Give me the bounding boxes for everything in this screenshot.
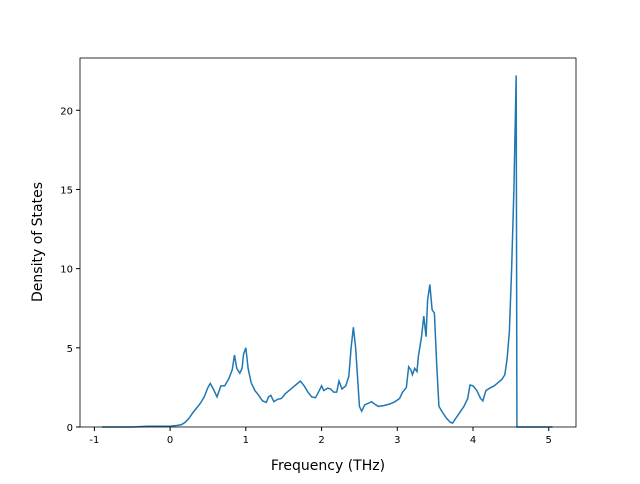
x-tick-label: 1 [243,435,249,446]
data-line [101,75,553,428]
x-tick-label: -1 [89,435,99,446]
y-tick-label: 15 [60,185,73,196]
y-axis-label: Density of States [30,182,46,302]
y-tick-label: 10 [60,265,73,276]
y-tick-label: 0 [67,423,73,434]
x-tick-label: 2 [318,435,324,446]
y-tick-label: 20 [60,106,73,117]
x-tick-label: 0 [167,435,173,446]
x-tick-label: 4 [470,435,476,446]
plot-frame [79,57,577,428]
x-axis-label: Frequency (THz) [271,458,385,474]
x-tick-label: 5 [546,435,552,446]
y-tick-label: 5 [67,344,73,355]
x-tick-label: 3 [394,435,400,446]
